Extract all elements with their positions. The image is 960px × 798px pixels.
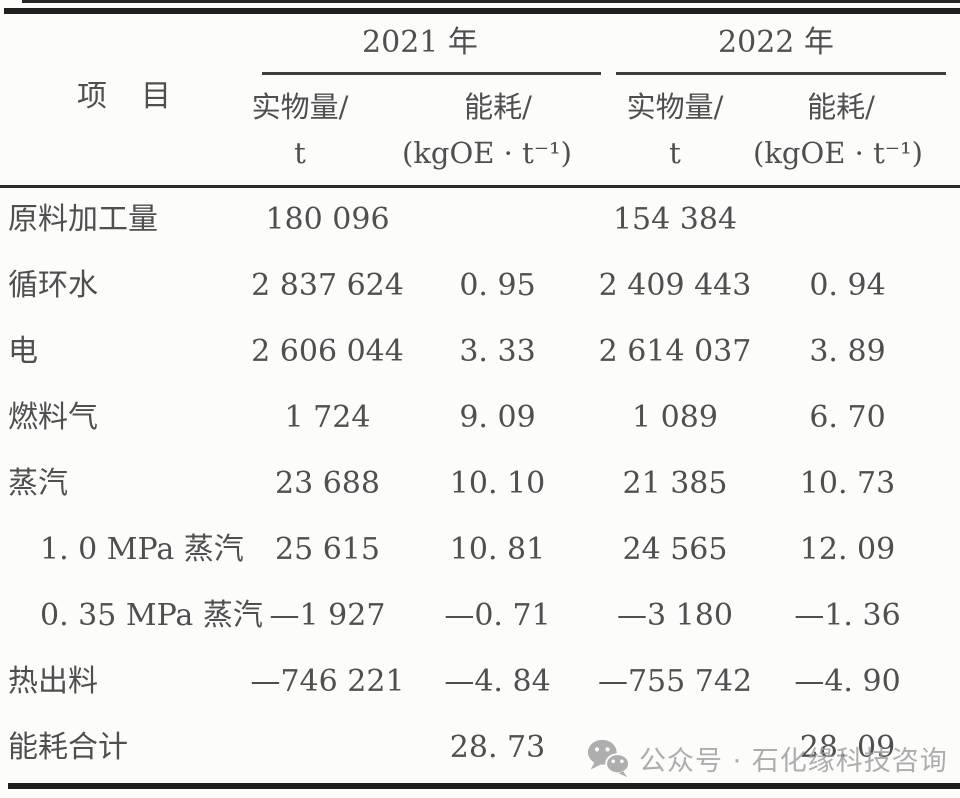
year-2021-group-rule (262, 72, 601, 75)
energy-2021-cell: 0. 95 (459, 268, 536, 303)
row-label: 0. 35 MPa 蒸汽 (40, 598, 263, 633)
energy-2022-cell: 12. 09 (799, 532, 896, 567)
energy-2022-cell: 0. 94 (809, 268, 886, 303)
table-row: 循环水 2 837 624 0. 95 2 409 443 0. 94 (0, 253, 935, 319)
energy-2022-cell: —4. 90 (794, 664, 901, 699)
qty-2021-cell: —1 927 (269, 598, 386, 633)
table-bottom-rule (8, 783, 960, 789)
table-body: 原料加工量 180 096 154 384 循环水 2 837 624 0. 9… (0, 187, 935, 781)
year-2022-group-rule (616, 72, 946, 75)
table-row: 0. 35 MPa 蒸汽 —1 927 —0. 71 —3 180 —1. 36 (0, 583, 935, 649)
table-row: 蒸汽 23 688 10. 10 21 385 10. 73 (0, 451, 935, 517)
qty-2021-cell: 2 606 044 (251, 334, 404, 369)
row-label: 电 (8, 334, 38, 369)
column-header-item: 项 目 (77, 79, 173, 114)
header-2021-energy-line2: (kgOE · t⁻¹) (402, 136, 572, 170)
table-row: 原料加工量 180 096 154 384 (0, 187, 935, 253)
qty-2021-cell: —746 221 (250, 664, 405, 699)
energy-2021-cell: 28. 73 (449, 730, 546, 765)
table-row: 能耗合计 28. 73 28. 09 (0, 715, 935, 781)
table-top-rule (4, 8, 960, 14)
energy-2021-cell: 10. 81 (449, 532, 546, 567)
table-row: 电 2 606 044 3. 33 2 614 037 3. 89 (0, 319, 935, 385)
column-group-header-2021: 2021 年 (362, 25, 478, 60)
energy-2021-cell: —4. 84 (444, 664, 551, 699)
qty-2022-cell: 2 409 443 (598, 268, 752, 303)
energy-2022-cell: —1. 36 (794, 598, 901, 633)
qty-2021-cell: 2 837 624 (251, 268, 404, 303)
row-label: 1. 0 MPa 蒸汽 (40, 532, 244, 567)
header-2021-quantity-line1: 实物量/ (251, 90, 349, 124)
energy-2022-cell: 6. 70 (809, 400, 886, 435)
qty-2022-cell: 21 385 (622, 466, 728, 501)
qty-2022-cell: —3 180 (617, 598, 733, 633)
header-2022-quantity-line2: t (669, 136, 681, 170)
qty-2022-cell: 154 384 (612, 202, 738, 237)
table-row: 燃料气 1 724 9. 09 1 089 6. 70 (0, 385, 935, 451)
header-2021-energy-line1: 能耗/ (464, 90, 532, 124)
energy-2022-cell: 3. 89 (809, 334, 886, 369)
qty-2021-cell: 23 688 (275, 466, 380, 501)
header-2022-quantity-line1: 实物量/ (626, 90, 724, 124)
table-row: 热出料 —746 221 —4. 84 —755 742 —4. 90 (0, 649, 935, 715)
energy-2022-cell: 10. 73 (799, 466, 896, 501)
page-top-edge-line (22, 0, 960, 3)
header-bottom-rule (0, 185, 960, 188)
row-label: 热出料 (8, 664, 98, 699)
header-2022-energy-line2: (kgOE · t⁻¹) (753, 136, 923, 170)
table-row: 1. 0 MPa 蒸汽 25 615 10. 81 24 565 12. 09 (0, 517, 935, 583)
qty-2022-cell: 2 614 037 (598, 334, 752, 369)
qty-2021-cell: 180 096 (265, 202, 390, 237)
qty-2022-cell: 24 565 (622, 532, 728, 567)
qty-2022-cell: —755 742 (597, 664, 753, 699)
qty-2021-cell: 25 615 (275, 532, 380, 567)
energy-2021-cell: 3. 33 (459, 334, 536, 369)
row-label: 燃料气 (8, 400, 98, 435)
qty-2021-cell: 1 724 (284, 400, 371, 435)
row-label: 蒸汽 (8, 466, 68, 501)
energy-2021-cell: 9. 09 (459, 400, 536, 435)
row-label: 能耗合计 (8, 730, 128, 765)
row-label: 原料加工量 (8, 202, 158, 237)
energy-2021-cell: 10. 10 (449, 466, 546, 501)
header-2022-energy-line1: 能耗/ (807, 90, 875, 124)
header-2021-quantity-line2: t (294, 136, 306, 170)
energy-2022-cell: 28. 09 (799, 730, 896, 765)
column-group-header-2022: 2022 年 (718, 25, 834, 60)
row-label: 循环水 (8, 268, 98, 303)
qty-2022-cell: 1 089 (632, 400, 718, 435)
energy-2021-cell: —0. 71 (444, 598, 551, 633)
